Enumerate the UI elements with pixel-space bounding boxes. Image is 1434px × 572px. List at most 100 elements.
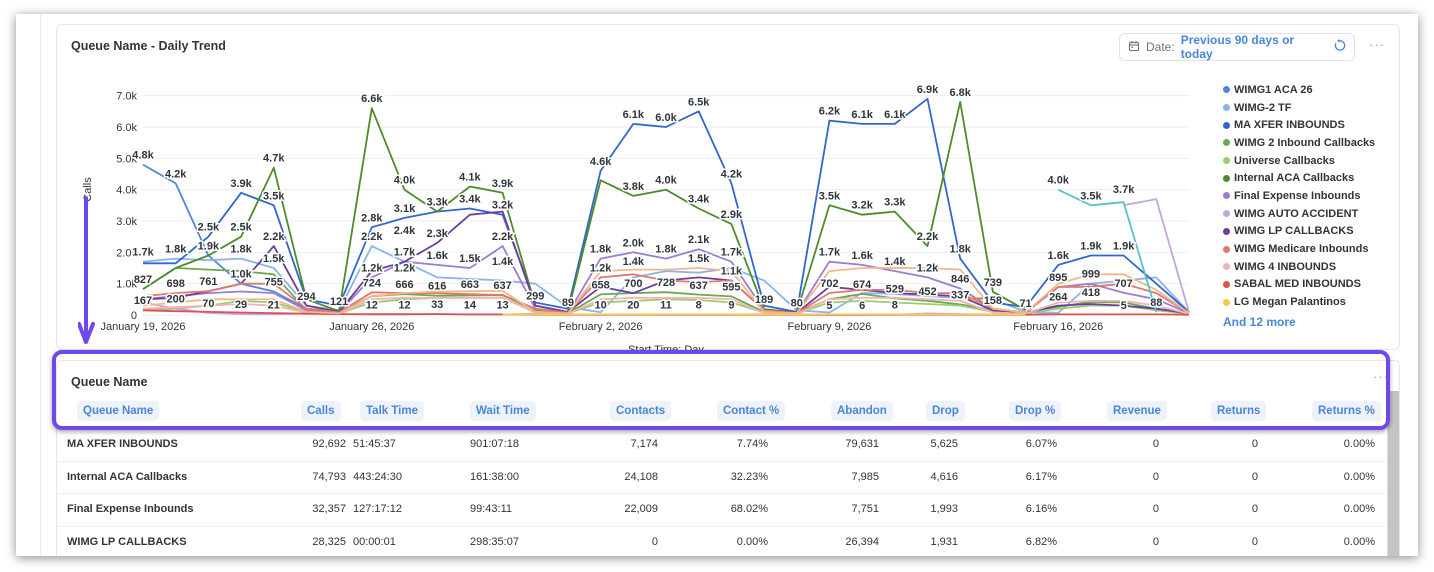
legend-label: WIMG AUTO ACCIDENT [1234, 207, 1359, 220]
legend-label: WIMG1 ACA 26 [1234, 83, 1313, 96]
cell-returns: 0 [1251, 503, 1258, 515]
column-header-abandon[interactable]: Abandon [831, 401, 893, 421]
data-label: 2.2k [917, 231, 939, 243]
refresh-icon[interactable] [1333, 39, 1346, 55]
data-label: 299 [526, 291, 544, 303]
data-label: 3.2k [492, 200, 514, 212]
column-header-contacts[interactable]: Contacts [610, 401, 672, 421]
table-row[interactable]: Final Expense Inbounds 32,357 127:17:12 99:… [57, 494, 1385, 527]
data-label: 1.2k [917, 262, 939, 274]
data-label: 2.2k [492, 231, 514, 243]
y-tick-label: 6.0k [116, 122, 137, 134]
cell-revenue: 0 [1152, 503, 1159, 515]
data-label: 264 [1049, 292, 1068, 304]
legend-dot-icon [1223, 245, 1230, 253]
sidebar-divider [40, 14, 41, 556]
data-label: 80 [791, 297, 803, 309]
data-label: 189 [755, 294, 773, 306]
date-filter-value: Previous 90 days or today [1180, 33, 1295, 61]
data-label: 71 [1019, 298, 1031, 310]
cell-returns: 0.00% [1343, 438, 1375, 450]
y-tick-label: 4.0k [116, 185, 137, 197]
table-more-options-button[interactable]: ··· [1373, 369, 1389, 384]
column-header-drop[interactable]: Drop % [1009, 401, 1062, 421]
legend-show-more-link[interactable]: And 12 more [1223, 314, 1296, 329]
legend-item[interactable]: WIMG AUTO ACCIDENT [1223, 205, 1375, 223]
data-label: 294 [297, 291, 316, 303]
data-label: 6.1k [623, 109, 645, 121]
queue-name-table-card: Queue Name ··· Queue Name Calls Talk Time W… [56, 360, 1400, 556]
table-row[interactable]: Internal ACA Callbacks 74,793 443:24:30 161… [57, 462, 1385, 494]
annotation-arrow-icon [78, 196, 95, 344]
data-label: 666 [395, 279, 413, 291]
data-label: 6.8k [949, 87, 971, 99]
cell-queue-name: Internal ACA Callbacks [67, 470, 188, 483]
legend-item[interactable]: Internal ACA Callbacks [1223, 169, 1375, 187]
legend-label: WIMG-2 TF [1234, 101, 1292, 114]
table-scrollbar[interactable] [1387, 391, 1399, 556]
data-label: 4.6k [590, 156, 612, 168]
legend-item[interactable]: WIMG 2 Inbound Callbacks [1223, 134, 1375, 152]
cell-returns: 0.00% [1343, 470, 1375, 483]
cell-abandon: 7,751 [851, 503, 879, 515]
legend-item[interactable]: WIMG1 ACA 26 [1223, 81, 1375, 99]
legend-item[interactable]: MA XFER INBOUNDS [1223, 116, 1375, 134]
data-label: 167 [134, 295, 152, 307]
legend-label: WIMG Medicare Inbounds [1234, 243, 1369, 256]
data-label: 724 [363, 277, 382, 289]
calendar-icon [1128, 40, 1140, 55]
legend-item[interactable]: WIMG LP CALLBACKS [1223, 223, 1375, 241]
chart-more-options-button[interactable]: ··· [1369, 37, 1385, 52]
data-label: 6.5k [688, 96, 710, 108]
column-header-wait-time[interactable]: Wait Time [470, 401, 536, 421]
cell-returns: 0 [1251, 438, 1258, 450]
data-label: 3.9k [230, 178, 252, 190]
chart-title: Queue Name - Daily Trend [71, 39, 226, 53]
cell-revenue: 0 [1152, 535, 1159, 548]
column-header-returns[interactable]: Returns [1211, 401, 1267, 421]
cell-wait-time: 901:07:18 [470, 438, 519, 450]
data-label: 4.7k [263, 153, 285, 165]
legend-label: WIMG 2 Inbound Callbacks [1234, 136, 1376, 149]
legend-item[interactable]: Final Expense Inbounds [1223, 187, 1375, 205]
legend-label: LG Megan Palantinos [1234, 296, 1346, 309]
table-row[interactable]: WIMG LP CALLBACKS 28,325 00:00:01 298:35:07… [57, 527, 1385, 557]
data-label: 700 [624, 278, 642, 290]
data-label: 4.2k [721, 168, 743, 180]
cell-contact: 68.02% [730, 503, 768, 515]
column-header-revenue[interactable]: Revenue [1107, 401, 1167, 421]
column-header-talk-time[interactable]: Talk Time [360, 401, 424, 421]
column-header-drop[interactable]: Drop [926, 401, 965, 421]
data-label: 1.7k [721, 247, 743, 259]
data-label: 846 [951, 273, 969, 285]
table-row[interactable]: MA XFER INBOUNDS 92,692 51:45:37 901:07:18 7… [57, 429, 1385, 462]
cell-wait-time: 298:35:07 [470, 535, 519, 548]
column-header-returns[interactable]: Returns % [1312, 401, 1381, 421]
series-line-ma-xfer-inbounds [143, 97, 1190, 313]
cell-calls: 92,692 [312, 438, 346, 450]
column-header-contact[interactable]: Contact % [717, 401, 786, 421]
column-header-queue-name[interactable]: Queue Name [77, 401, 160, 421]
cell-drop: 4,616 [930, 470, 958, 483]
data-label: 5 [1121, 300, 1127, 312]
legend-item[interactable]: LG Megan Palantinos [1223, 293, 1375, 311]
date-filter-button[interactable]: Date: Previous 90 days or today [1119, 33, 1355, 61]
data-label: 1.7k [132, 247, 154, 259]
column-header-calls[interactable]: Calls [301, 401, 341, 421]
legend-item[interactable]: SABAL MED INBOUNDS [1223, 276, 1375, 294]
cell-abandon: 7,985 [851, 470, 879, 483]
cell-drop: 6.16% [1025, 503, 1057, 515]
legend-item[interactable]: WIMG Medicare Inbounds [1223, 240, 1375, 258]
cell-queue-name: WIMG LP CALLBACKS [67, 535, 187, 548]
legend-item[interactable]: WIMG 4 INBOUNDS [1223, 258, 1375, 276]
daily-trend-card: Queue Name - Daily Trend Date: Previous … [56, 24, 1400, 351]
data-label: 1.7k [819, 247, 841, 259]
legend-item[interactable]: Universe Callbacks [1223, 152, 1375, 170]
y-tick-label: 1.0k [116, 279, 137, 291]
data-label: 707 [1114, 278, 1132, 290]
data-label: 3.9k [492, 178, 514, 190]
y-axis-label: Calls [82, 177, 94, 202]
data-label: 827 [134, 274, 152, 286]
legend-item[interactable]: WIMG-2 TF [1223, 99, 1375, 117]
series-line--other-orange- [960, 297, 993, 300]
